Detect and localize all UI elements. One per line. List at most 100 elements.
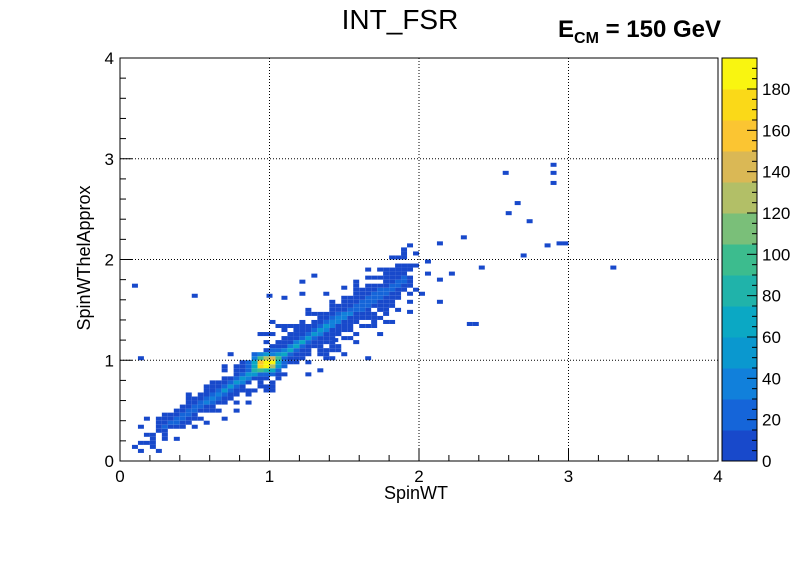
histogram-bin [359, 287, 366, 292]
histogram-bin [353, 279, 360, 284]
histogram-bin [359, 299, 366, 304]
histogram-bin [377, 291, 384, 296]
histogram-bin [221, 368, 228, 373]
histogram-bin [359, 315, 366, 320]
histogram-bin [269, 380, 276, 385]
histogram-bin [227, 396, 234, 401]
histogram-bin [347, 307, 354, 312]
histogram-bin [311, 323, 318, 329]
histogram-bin [191, 416, 198, 421]
histogram-bin [365, 283, 372, 288]
histogram-bin [341, 303, 348, 308]
histogram-bin [395, 255, 402, 260]
histogram-bin [389, 275, 396, 280]
histogram-bin [371, 303, 378, 308]
histogram-bin [245, 380, 252, 385]
histogram-bin [221, 388, 228, 393]
histogram-bin [407, 283, 414, 288]
histogram-bin [239, 376, 246, 381]
histogram-bin [251, 388, 258, 393]
histogram-bin [317, 332, 324, 337]
histogram-bin [185, 392, 192, 397]
histogram-bin [281, 372, 288, 377]
histogram-bin [329, 332, 336, 337]
histogram-bins [131, 162, 617, 453]
outlier-bin [610, 265, 617, 270]
histogram-bin [263, 372, 270, 377]
histogram-bin [281, 328, 288, 333]
histogram-bin [209, 392, 216, 397]
histogram-bin [371, 323, 378, 329]
histogram-bin [377, 295, 384, 300]
histogram-bin [215, 392, 222, 397]
histogram-bin [401, 247, 408, 252]
histogram-bin [365, 287, 372, 292]
outlier-bin [520, 253, 527, 258]
histogram-bin [293, 360, 300, 365]
histogram-bin [305, 340, 312, 345]
histogram-bin [299, 344, 306, 349]
histogram-bin [149, 432, 156, 437]
histogram-bin [143, 416, 150, 421]
histogram-bin [401, 255, 408, 260]
histogram-bin [257, 380, 264, 385]
histogram-bin [371, 315, 378, 320]
histogram-bin [239, 384, 246, 389]
histogram-bin [149, 440, 156, 445]
histogram-bin [233, 388, 240, 393]
histogram-bin [173, 416, 180, 421]
histogram-bin [221, 376, 228, 381]
histogram-bin [281, 336, 288, 341]
colorbar-segment [722, 399, 757, 431]
histogram-bin [221, 364, 228, 369]
histogram-bin [329, 340, 336, 345]
histogram-bin [227, 352, 234, 357]
histogram-bin [353, 311, 360, 316]
histogram-bin [155, 424, 162, 429]
histogram-bin [311, 344, 318, 349]
histogram-bin [185, 396, 192, 401]
outlier-bin [299, 279, 306, 284]
histogram-bin [365, 303, 372, 308]
outlier-bin [502, 170, 509, 175]
histogram-bin [365, 323, 372, 329]
axis-ticks [119, 77, 689, 462]
histogram-bin [221, 392, 228, 397]
colorbar-tick-label: 100 [762, 245, 790, 264]
histogram-bin [341, 311, 348, 316]
histogram-bin [317, 344, 324, 349]
histogram-bin [197, 400, 204, 405]
histogram-bin [389, 319, 396, 324]
outlier-bin [311, 273, 318, 278]
histogram-bin [161, 436, 168, 441]
histogram-bin [395, 275, 402, 280]
outlier-bin [407, 309, 414, 314]
histogram-bin [305, 336, 312, 341]
histogram-bin [239, 364, 246, 369]
histogram-bin [377, 275, 384, 280]
histogram-bin [395, 271, 402, 276]
outlier-bin [550, 170, 557, 175]
histogram-bin [287, 356, 294, 361]
histogram-bin [263, 332, 270, 337]
histogram-bin [227, 384, 234, 389]
histogram-bin [389, 287, 396, 292]
histogram-bin [329, 323, 336, 329]
histogram-bin [359, 311, 366, 316]
y-tick-label: 3 [105, 150, 114, 169]
histogram-bin [245, 392, 252, 397]
histogram-bin [215, 380, 222, 385]
histogram-bin [173, 420, 180, 425]
histogram-bin [383, 291, 390, 296]
energy-prefix: E [558, 16, 575, 43]
histogram-bin [287, 332, 294, 337]
outlier-bin [332, 338, 339, 343]
histogram-bin [275, 372, 282, 377]
histogram-bin [275, 364, 282, 369]
histogram-bin [353, 283, 360, 288]
histogram-bin [143, 432, 150, 437]
y-tick-label: 0 [105, 452, 114, 471]
histogram-bin [245, 368, 252, 373]
histogram-bin [239, 372, 246, 377]
colorbar-segment [722, 151, 757, 183]
